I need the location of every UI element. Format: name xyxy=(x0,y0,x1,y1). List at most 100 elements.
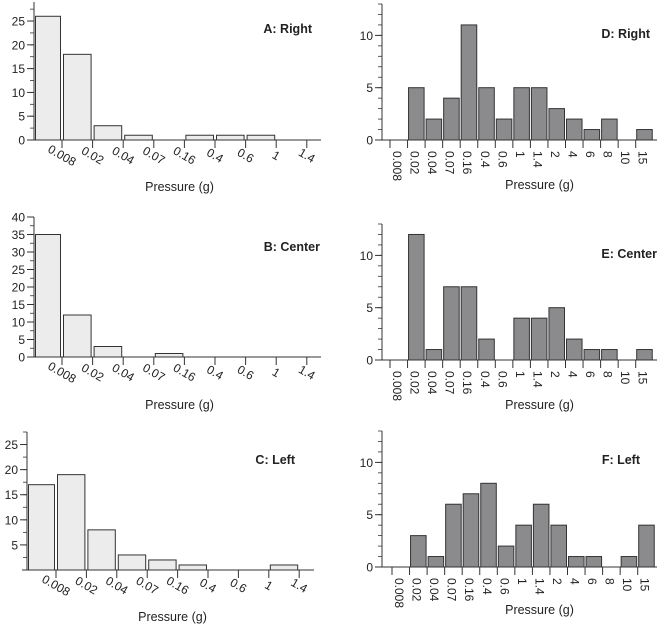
bar xyxy=(513,87,530,141)
x-tick-label: 6 xyxy=(585,578,599,585)
y-tick-label: 5 xyxy=(366,301,373,315)
bar xyxy=(478,87,495,141)
panel-title: D: Right xyxy=(601,27,650,41)
bar xyxy=(427,556,445,568)
bar xyxy=(495,118,513,141)
bar xyxy=(185,134,214,141)
x-tick-label: 0.02 xyxy=(408,151,422,175)
y-tick-label: 5 xyxy=(366,81,373,95)
x-tick-label: 0.07 xyxy=(140,361,168,385)
bar xyxy=(246,134,276,141)
bar xyxy=(408,233,425,361)
y-tick-label: 10 xyxy=(360,456,374,470)
x-tick-label: 0.16 xyxy=(460,151,474,175)
x-tick-label: 1.4 xyxy=(296,145,318,166)
x-tick-label: 1 xyxy=(513,371,527,378)
y-tick-label: 15 xyxy=(5,488,19,502)
x-tick-label: 1.4 xyxy=(530,371,544,388)
x-tick-label: 10 xyxy=(618,151,632,165)
x-tick-label: 2 xyxy=(548,371,562,378)
x-tick-label: 8 xyxy=(603,578,617,585)
x-tick-label: 0.07 xyxy=(140,144,168,168)
x-tick-label: 8 xyxy=(601,371,615,378)
x-axis-label: Pressure (g) xyxy=(145,398,214,412)
x-axis-label: Pressure (g) xyxy=(138,610,207,624)
y-tick-label: 0 xyxy=(18,134,25,148)
y-tick-label: 0 xyxy=(366,354,373,368)
bar xyxy=(585,556,603,568)
y-tick-label: 5 xyxy=(11,538,18,552)
x-axis-label: Pressure (g) xyxy=(505,178,574,192)
bar xyxy=(443,286,460,361)
x-tick-label: 0.04 xyxy=(425,371,439,395)
x-tick-label: 1 xyxy=(515,578,529,585)
x-tick-label: 0.07 xyxy=(443,371,457,395)
bar xyxy=(497,545,515,568)
x-axis-label: Pressure (g) xyxy=(145,180,214,194)
bar xyxy=(480,482,497,568)
bar xyxy=(601,118,618,141)
panel-title: A: Right xyxy=(263,22,312,36)
x-tick-label: 1.4 xyxy=(288,575,310,596)
bar xyxy=(117,554,147,571)
y-tick-label: 5 xyxy=(18,333,25,347)
bar xyxy=(445,503,462,568)
bar xyxy=(638,524,655,568)
bar xyxy=(35,15,61,141)
y-tick-label: 35 xyxy=(12,228,26,242)
x-tick-label: 0.04 xyxy=(110,361,138,385)
panel-title: B: Center xyxy=(264,240,320,254)
x-tick-label: 0.02 xyxy=(408,371,422,395)
bar xyxy=(269,564,299,571)
x-tick-label: 8 xyxy=(601,151,615,158)
x-tick-label: 0.07 xyxy=(445,578,459,602)
bar xyxy=(566,118,583,141)
bar xyxy=(35,234,61,358)
bar xyxy=(462,493,480,568)
x-tick-label: 2 xyxy=(550,578,564,585)
x-tick-label: 15 xyxy=(638,578,652,592)
x-tick-label: 0.04 xyxy=(110,144,138,168)
y-tick-label: 25 xyxy=(5,438,19,452)
bar xyxy=(530,87,548,141)
bar xyxy=(216,134,245,141)
x-tick-label: 10 xyxy=(620,578,634,592)
x-tick-label: 10 xyxy=(618,371,632,385)
y-tick-label: 20 xyxy=(12,38,26,52)
x-tick-label: 0.02 xyxy=(410,578,424,602)
bar xyxy=(515,524,532,568)
bar xyxy=(87,529,116,571)
bar xyxy=(460,24,478,141)
bar xyxy=(93,125,123,141)
panel-title: E: Center xyxy=(601,247,657,261)
bar xyxy=(550,524,568,568)
x-tick-label: 0.6 xyxy=(235,362,257,383)
x-tick-label: 1.4 xyxy=(532,578,546,595)
x-axis-label: Pressure (g) xyxy=(505,398,574,412)
x-tick-label: 0.16 xyxy=(460,371,474,395)
x-tick-label: 4 xyxy=(568,578,582,585)
bar xyxy=(583,349,601,361)
y-tick-label: 15 xyxy=(12,298,26,312)
x-tick-label: 1 xyxy=(270,148,283,164)
x-tick-label: 0.6 xyxy=(495,151,509,168)
x-tick-label: 15 xyxy=(636,371,650,385)
x-tick-label: 0.02 xyxy=(79,144,107,168)
bar xyxy=(408,87,425,141)
bar xyxy=(566,338,583,361)
y-tick-label: 20 xyxy=(5,463,19,477)
bar xyxy=(601,349,618,361)
x-tick-label: 0.16 xyxy=(171,361,199,385)
y-tick-label: 5 xyxy=(18,110,25,124)
bar xyxy=(57,474,86,571)
x-tick-label: 0.4 xyxy=(204,362,226,383)
y-tick-label: 0 xyxy=(366,134,373,148)
x-tick-label: 0.16 xyxy=(164,574,192,598)
bar xyxy=(443,97,460,141)
x-axis-label: Pressure (g) xyxy=(505,603,574,617)
bar xyxy=(568,556,585,568)
